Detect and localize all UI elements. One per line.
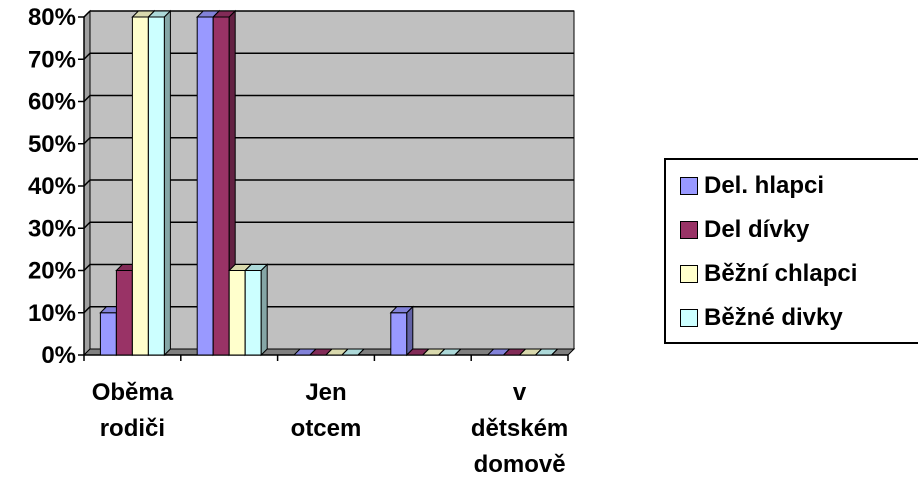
bar-front (244, 270, 262, 356)
y-tick-label: 50% (28, 131, 76, 158)
bar-side (357, 348, 365, 356)
y-tick-label: 20% (28, 258, 76, 285)
y-tick-label: 70% (28, 46, 76, 73)
bar (147, 9, 172, 357)
gridline-depth (83, 179, 91, 187)
x-category-label: rodiči (100, 415, 165, 442)
x-category-label: otcem (291, 415, 362, 442)
legend-item: Běžné divky (680, 296, 918, 340)
legend-swatch (680, 221, 698, 239)
bar-side (406, 305, 414, 357)
x-axis-category-labels: Oběma rodiči Jen otcem v dětském domově (92, 379, 569, 478)
bar-side (551, 348, 558, 356)
gridline-depth (83, 263, 91, 272)
gridline-depth (83, 94, 91, 103)
legend-item: Del. hlapci (680, 164, 918, 208)
legend-label: Běžní chlapci (704, 260, 858, 287)
bar (389, 305, 415, 357)
x-category-label: Jen (305, 379, 346, 406)
legend-swatch (680, 265, 698, 283)
bar-front (390, 312, 408, 356)
bar-front (212, 16, 230, 356)
bar-front (99, 312, 117, 356)
legend-swatch (680, 177, 698, 195)
bar-front (115, 270, 133, 356)
y-tick-label: 80% (28, 4, 76, 31)
bar-front (131, 16, 149, 356)
legend-label: Běžné divky (704, 304, 843, 331)
y-tick-label: 60% (28, 89, 76, 116)
legend-item: Del dívky (680, 208, 918, 252)
gridline-depth (83, 221, 91, 229)
gridline-depth (83, 137, 91, 145)
bar (437, 348, 463, 356)
legend-label: Del dívky (704, 216, 810, 243)
x-category-label: v (513, 379, 527, 406)
bar-front (228, 270, 246, 356)
bar-chart: 0% 10% 20% 30% 40% 50% 60% 70% 80% Oběma rodiči Je… (28, 4, 576, 478)
bar (340, 348, 366, 356)
y-axis-tick-labels: 0% 10% 20% 30% 40% 50% 60% 70% 80% (28, 4, 76, 369)
bar-front (196, 16, 214, 356)
x-category-label: domově (474, 451, 566, 478)
y-tick-label: 10% (28, 300, 76, 327)
gridline-depth (83, 52, 91, 60)
y-tick-label: 0% (41, 342, 76, 369)
legend-item: Běžní chlapci (680, 252, 918, 296)
chart-legend: Del. hlapci Del dívky Běžní chlapci Běžné d… (664, 158, 918, 344)
gridline-depth (83, 306, 91, 314)
y-tick-label: 40% (28, 173, 76, 200)
legend-label: Del. hlapci (704, 172, 825, 199)
bar-side (163, 9, 171, 357)
x-category-label: Oběma (92, 379, 174, 406)
bar-front (147, 16, 165, 356)
x-category-label: dětském (471, 415, 568, 442)
gridline-depth (83, 10, 91, 18)
y-tick-label: 30% (28, 215, 76, 242)
bars (99, 9, 559, 357)
bar (243, 263, 269, 357)
legend-swatch (680, 309, 698, 327)
bar-side (454, 348, 462, 356)
bar (534, 348, 559, 356)
bar-side (260, 263, 268, 357)
